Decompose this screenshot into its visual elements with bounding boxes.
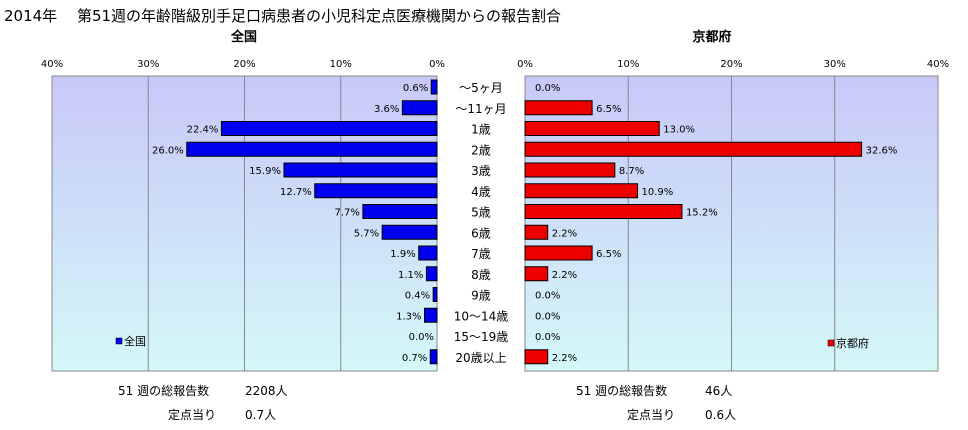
nation-total-label: 51 週の総報告数 [118, 383, 209, 398]
category-label: 20歳以上 [455, 351, 506, 365]
nation-value-label: 5.7% [354, 228, 379, 239]
kyoto-value-label: 2.2% [552, 270, 577, 281]
kyoto-legend: 京都府 [827, 336, 869, 350]
nation-legend-label: 全国 [124, 334, 146, 348]
nation-value-label: 0.6% [403, 83, 428, 94]
nation-bar [425, 266, 438, 282]
kyoto-value-label: 8.7% [619, 166, 644, 177]
nation-tick-labels: 40% 30% 20% 10% 0% [41, 59, 445, 70]
kyoto-value-label: 15.2% [686, 208, 718, 219]
category-label: 15～19歳 [454, 330, 509, 344]
kyoto-bar [524, 141, 863, 157]
kyoto-per-label: 定点当り [627, 407, 675, 422]
category-label: 6歳 [471, 226, 491, 240]
kyoto-value-label: 32.6% [866, 145, 898, 156]
nation-bar [283, 162, 438, 178]
category-label: 4歳 [471, 185, 491, 199]
nation-bar [362, 204, 438, 219]
kyoto-bars: 0.0% 6.5% 13.0% 32.6% 8.7% 10.9% 15.2% 2.2% 6.5%… [524, 83, 898, 365]
nation-bar [314, 183, 438, 199]
category-label: 10～14歳 [454, 309, 509, 323]
kyoto-tick-labels: 0% 10% 20% 30% 40% [517, 59, 949, 70]
nation-value-label: 12.7% [280, 187, 312, 198]
kyoto-value-label: 2.2% [552, 228, 577, 239]
nation-tick-label: 0% [429, 59, 445, 70]
category-label: 7歳 [471, 247, 491, 261]
category-label: 3歳 [471, 164, 491, 178]
nation-tick-label: 10% [330, 59, 352, 70]
nation-tick-label: 20% [233, 59, 255, 70]
kyoto-value-label: 6.5% [596, 249, 621, 260]
kyoto-tick-label: 20% [720, 59, 742, 70]
nation-bar [381, 224, 438, 240]
nation-legend: 全国 [115, 334, 146, 348]
kyoto-value-label: 0.0% [535, 83, 560, 94]
nation-value-label: 7.7% [334, 208, 359, 219]
kyoto-bar [524, 204, 683, 219]
nation-value-label: 1.1% [398, 270, 423, 281]
kyoto-bar [524, 183, 639, 199]
nation-tick-label: 40% [41, 59, 63, 70]
kyoto-per-value: 0.6人 [705, 408, 736, 422]
nation-value-label: 22.4% [187, 125, 219, 136]
nation-value-label: 0.7% [402, 353, 427, 364]
kyoto-tick-label: 30% [824, 59, 846, 70]
kyoto-value-label: 0.0% [535, 311, 560, 322]
kyoto-legend-swatch [827, 339, 835, 347]
nation-bar [220, 121, 438, 136]
nation-value-label: 0.4% [405, 291, 430, 302]
nation-bar [418, 245, 438, 261]
kyoto-value-label: 13.0% [663, 125, 695, 136]
category-label: 1歳 [471, 123, 491, 137]
kyoto-bar [524, 162, 616, 178]
category-label: 8歳 [471, 268, 491, 282]
category-label: 2歳 [471, 143, 491, 157]
nation-value-label: 26.0% [152, 145, 184, 156]
nation-bar [432, 287, 438, 302]
nation-value-label: 3.6% [374, 104, 399, 115]
kyoto-bar [524, 224, 549, 240]
kyoto-bar [524, 245, 593, 261]
kyoto-value-label: 6.5% [596, 104, 621, 115]
kyoto-total-value: 46人 [705, 384, 732, 398]
kyoto-bar [524, 349, 549, 365]
nation-value-label: 15.9% [249, 166, 281, 177]
nation-value-label: 1.9% [390, 249, 415, 260]
category-labels: ～5ヶ月 ～11ヶ月 1歳 2歳 3歳 4歳 5歳 6歳 7歳 8歳 9歳 10～14歳 15～19歳 2… [454, 81, 509, 365]
kyoto-tick-label: 0% [517, 59, 533, 70]
nation-bars: 0.6% 3.6% 22.4%26.0% 15.9% 12.7% 7.7% 5.7% 1.9%… [152, 79, 438, 365]
nation-bar [186, 141, 438, 157]
kyoto-panel-title: 京都府 [692, 29, 731, 45]
nation-bar [401, 100, 438, 116]
nation-value-label: 0.0% [409, 332, 434, 343]
nation-total-value: 2208人 [245, 384, 288, 398]
category-label: ～11ヶ月 [455, 102, 506, 116]
kyoto-total-label: 51 週の総報告数 [576, 383, 667, 398]
category-label: 9歳 [471, 289, 491, 303]
kyoto-bar [524, 100, 593, 116]
kyoto-legend-label: 京都府 [836, 336, 869, 350]
nation-per-label: 定点当り [168, 407, 216, 422]
kyoto-value-label: 10.9% [642, 187, 674, 198]
kyoto-value-label: 0.0% [535, 291, 560, 302]
category-label: ～5ヶ月 [459, 81, 503, 95]
nation-bar [429, 349, 438, 365]
nation-legend-swatch [115, 337, 123, 345]
kyoto-tick-label: 10% [617, 59, 639, 70]
chart-title: 2014年 第51週の年齢階級別手足口病患者の小児科定点医療機関からの報告割合 [4, 7, 561, 25]
kyoto-value-label: 2.2% [552, 353, 577, 364]
kyoto-bar [524, 266, 549, 282]
kyoto-value-label: 0.0% [535, 332, 560, 343]
nation-tick-label: 30% [137, 59, 159, 70]
nation-panel-title: 全国 [230, 29, 257, 45]
category-label: 5歳 [471, 206, 491, 220]
nation-per-value: 0.7人 [245, 408, 276, 422]
nation-bar [423, 307, 438, 323]
kyoto-tick-label: 40% [927, 59, 949, 70]
kyoto-bar [524, 121, 660, 136]
nation-bar [430, 79, 438, 95]
nation-value-label: 1.3% [396, 311, 421, 322]
